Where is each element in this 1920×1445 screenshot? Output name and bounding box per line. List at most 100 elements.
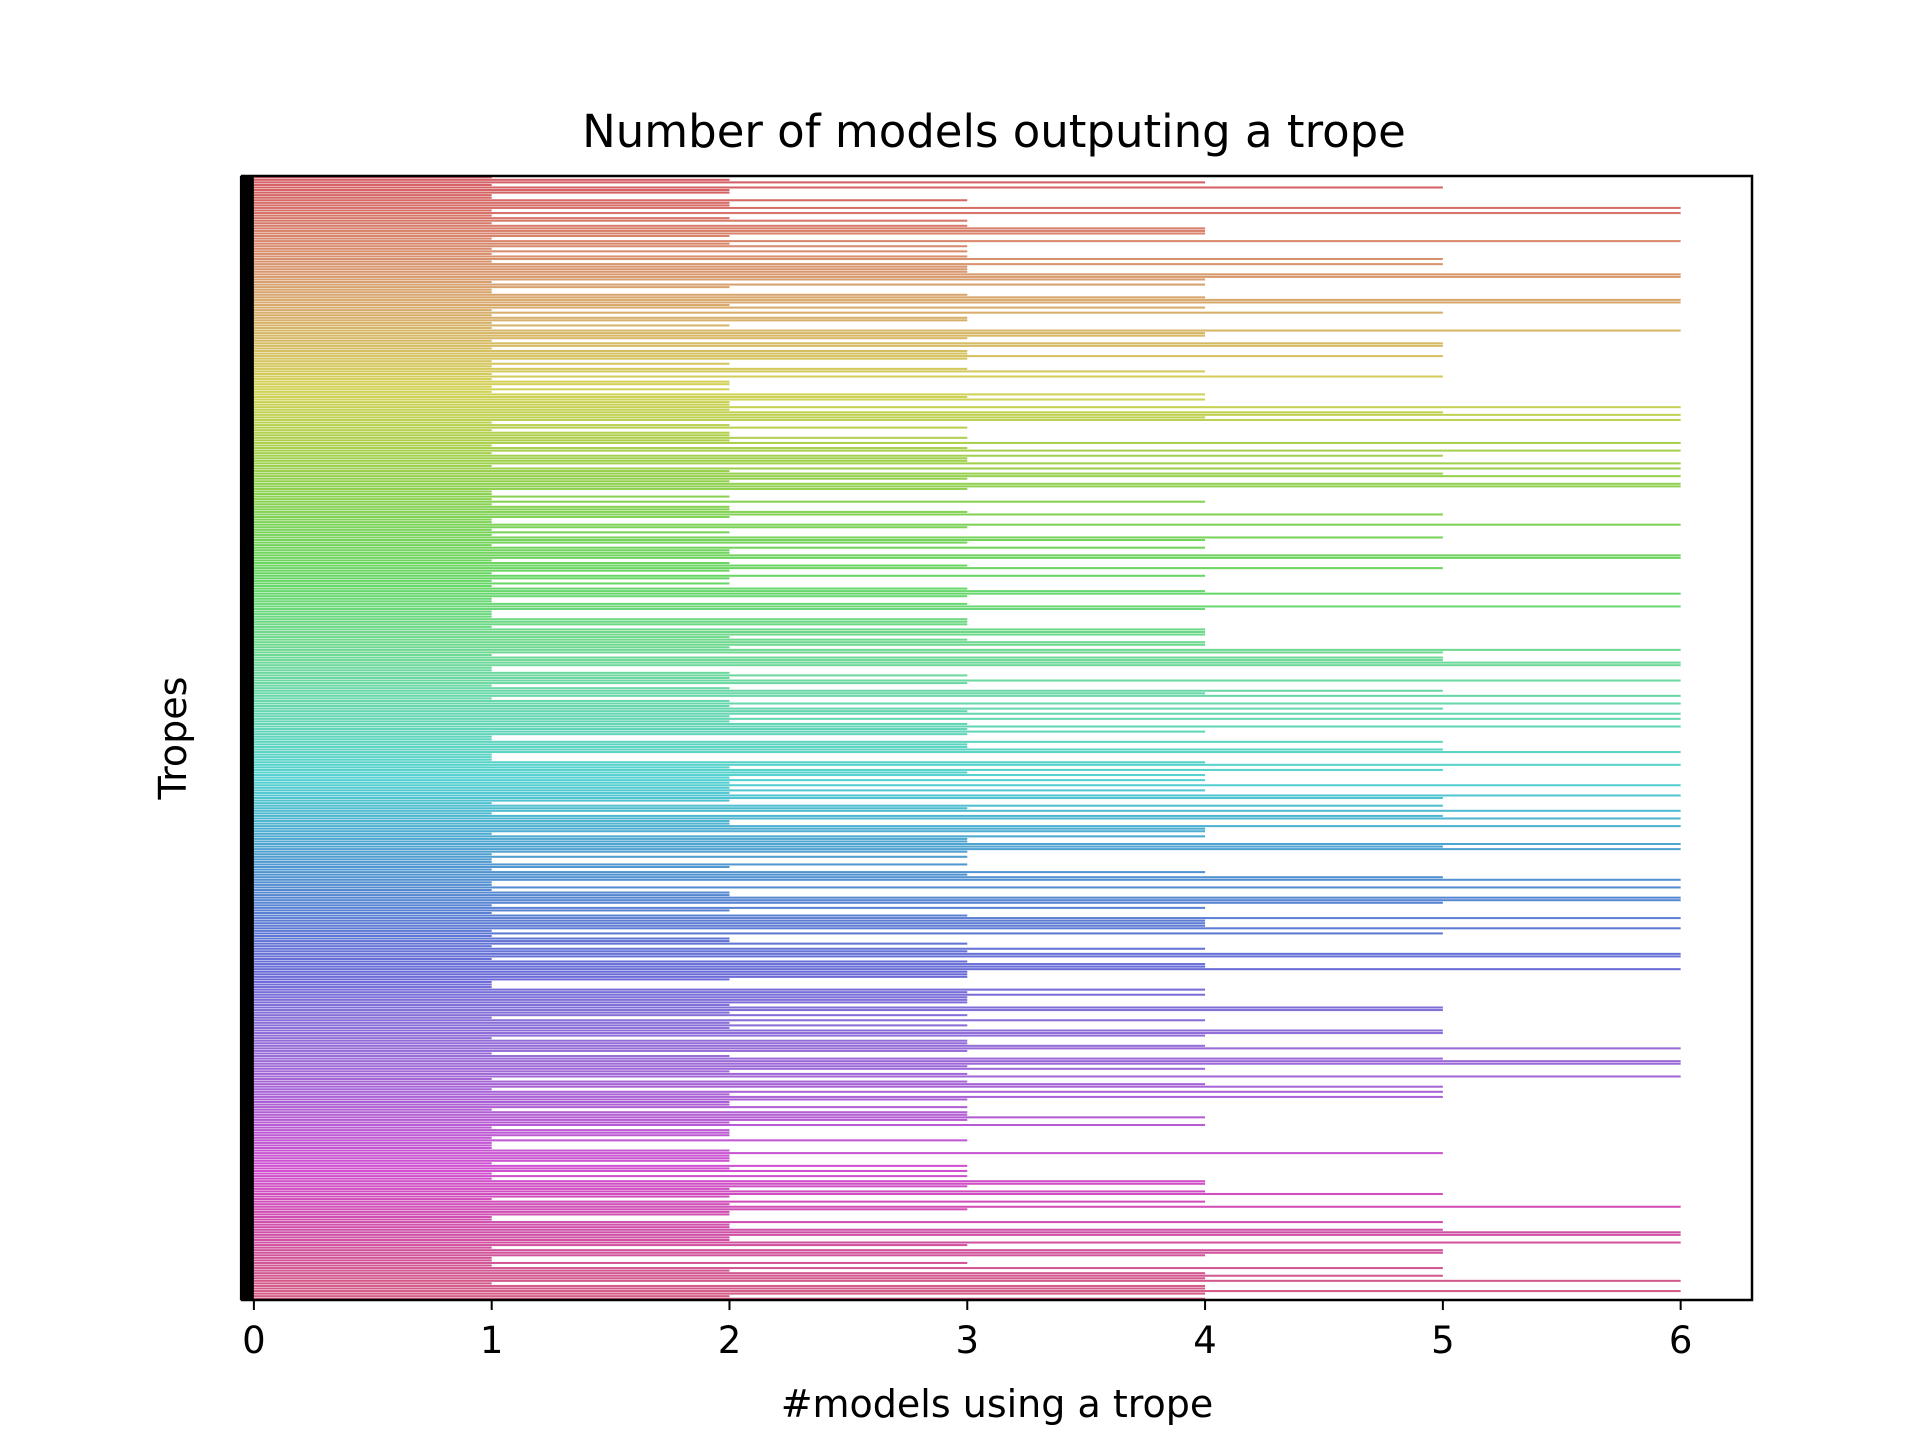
trope-bar — [253, 1223, 730, 1226]
trope-bar — [253, 1164, 968, 1167]
trope-bar — [253, 1215, 492, 1218]
trope-bar — [253, 937, 730, 940]
trope-bar — [253, 424, 730, 427]
trope-bar — [253, 618, 968, 621]
trope-bar — [253, 1057, 1443, 1060]
trope-bar — [253, 449, 1681, 452]
trope-bar — [253, 1177, 492, 1180]
trope-bar — [253, 848, 1681, 851]
trope-bar — [253, 1014, 968, 1017]
trope-bar — [253, 1049, 968, 1052]
trope-bar — [253, 710, 968, 713]
trope-bar — [253, 671, 730, 674]
trope-bar — [253, 1213, 730, 1216]
trope-bar — [253, 459, 968, 462]
trope-bar — [253, 927, 1681, 930]
trope-bar — [253, 771, 968, 774]
trope-bar — [253, 863, 968, 866]
trope-bar — [253, 470, 730, 473]
trope-bar — [253, 301, 1681, 304]
trope-bar — [253, 273, 1681, 276]
trope-bar — [253, 329, 1681, 332]
x-tick-label: 4 — [1193, 1319, 1217, 1362]
trope-bar — [253, 383, 730, 386]
trope-bar — [253, 587, 968, 590]
trope-bar — [253, 1200, 1206, 1203]
trope-bar — [253, 600, 492, 603]
trope-bar — [253, 526, 968, 529]
trope-bar — [253, 945, 492, 948]
trope-bar — [253, 888, 492, 892]
trope-bar — [253, 296, 1206, 299]
trope-bar — [253, 868, 492, 871]
trope-bar — [253, 950, 968, 953]
trope-bar — [253, 206, 1681, 209]
trope-bar — [253, 1249, 1443, 1252]
trope-bar — [253, 564, 968, 567]
trope-bar — [253, 403, 730, 406]
trope-bar — [253, 1272, 1206, 1275]
trope-bar — [253, 1198, 492, 1201]
trope-bar — [253, 1136, 492, 1139]
trope-bar — [253, 1154, 730, 1157]
trope-bar — [253, 235, 730, 238]
trope-bar — [253, 447, 968, 450]
trope-bar — [253, 676, 730, 679]
trope-bar — [253, 837, 968, 840]
trope-bar — [253, 1256, 492, 1259]
trope-bar — [253, 196, 492, 199]
trope-bar — [253, 901, 1443, 904]
trope-bar — [253, 477, 968, 480]
trope-bar — [253, 559, 492, 562]
trope-bar — [253, 375, 1443, 378]
trope-bar — [253, 1121, 730, 1124]
trope-bar — [253, 431, 730, 434]
trope-bar — [253, 212, 1681, 215]
trope-bar — [253, 275, 1681, 278]
trope-bar — [253, 1083, 1206, 1086]
trope-bar — [253, 628, 1206, 631]
trope-bar — [253, 1118, 968, 1121]
trope-bar — [253, 194, 492, 197]
trope-bar — [253, 549, 730, 552]
trope-bar — [253, 567, 1443, 570]
trope-bar — [253, 385, 492, 388]
trope-bar — [253, 311, 1443, 314]
trope-bar — [253, 1226, 730, 1229]
trope-bar — [253, 1259, 492, 1262]
trope-bar — [253, 812, 492, 815]
trope-bar — [253, 615, 492, 618]
trope-bar — [253, 247, 492, 250]
trope-bar — [253, 1180, 1206, 1183]
trope-bar — [253, 342, 1443, 345]
trope-bar — [253, 1032, 1443, 1035]
trope-bar — [253, 1157, 730, 1160]
trope-bar — [253, 623, 968, 626]
trope-bar — [253, 222, 492, 225]
trope-bar — [253, 776, 730, 779]
trope-bar — [253, 1290, 1681, 1293]
trope-bar — [253, 825, 1681, 828]
trope-bar — [253, 309, 492, 312]
trope-bar — [253, 917, 1681, 920]
trope-bar — [253, 441, 1681, 444]
trope-bar — [253, 1167, 730, 1170]
trope-bar — [253, 1131, 730, 1134]
trope-bar — [253, 224, 968, 227]
trope-bar — [253, 845, 1443, 848]
trope-bar — [253, 924, 1206, 927]
trope-bar — [253, 283, 1206, 286]
trope-bar — [253, 1233, 1681, 1236]
trope-bar — [253, 1228, 1443, 1231]
trope-bar — [253, 337, 968, 340]
trope-bar — [253, 1019, 1206, 1022]
trope-bar — [253, 661, 1681, 664]
trope-bar — [253, 493, 492, 496]
trope-bar — [253, 922, 1206, 925]
trope-bar — [253, 1162, 492, 1165]
trope-bar — [253, 245, 968, 248]
trope-bar — [253, 1144, 492, 1147]
trope-bar — [253, 298, 1681, 301]
trope-bar — [253, 408, 730, 411]
trope-bar — [253, 1055, 730, 1058]
